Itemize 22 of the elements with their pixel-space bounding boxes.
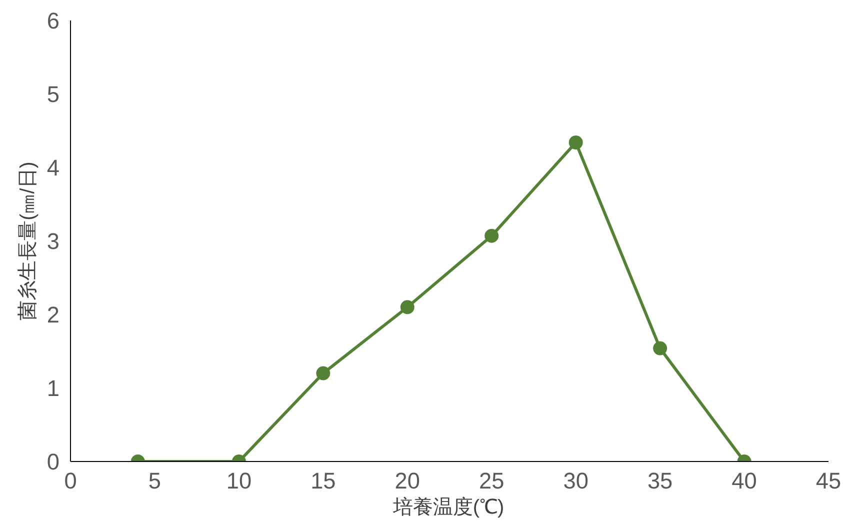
y-tick-label: 2 <box>46 302 60 328</box>
x-tick-label: 25 <box>479 468 504 494</box>
x-tick-label: 15 <box>310 468 336 494</box>
point <box>568 136 583 150</box>
y-tick-label: 5 <box>46 81 60 107</box>
x-tick-label: 30 <box>563 468 588 494</box>
x-tick-label: 5 <box>148 468 162 494</box>
y-tick-label: 1 <box>46 375 60 401</box>
y-tick-label: 6 <box>46 8 60 34</box>
point <box>400 300 414 314</box>
y-tick-label: 4 <box>46 154 60 180</box>
x-axis-title: 培養温度(℃) <box>392 496 504 518</box>
x-tick-label: 0 <box>64 468 77 494</box>
point <box>484 228 499 243</box>
x-tick-label: 35 <box>647 468 673 494</box>
x-tick-label: 20 <box>394 468 420 494</box>
x-tick-label: 10 <box>226 468 252 494</box>
x-tick-label: 45 <box>816 468 842 494</box>
y-tick-label: 0 <box>46 448 60 474</box>
x-tick-label: 40 <box>732 468 757 494</box>
y-tick-label: 3 <box>46 228 60 254</box>
y-axis-title: 菌糸生長量(㎜/日) <box>16 162 39 320</box>
